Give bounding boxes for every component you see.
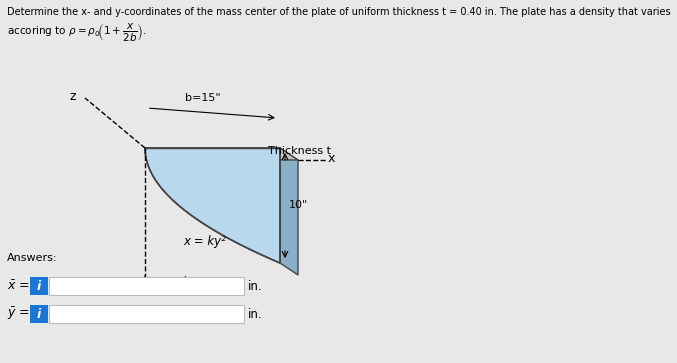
- Text: Thickness t: Thickness t: [267, 146, 330, 156]
- Text: $\bar{x}$ =: $\bar{x}$ =: [7, 279, 30, 293]
- FancyBboxPatch shape: [49, 277, 244, 295]
- Polygon shape: [145, 148, 298, 160]
- Polygon shape: [280, 148, 298, 275]
- Text: in.: in.: [248, 307, 263, 321]
- Text: z: z: [70, 90, 76, 102]
- Text: i: i: [37, 307, 41, 321]
- Text: $\bar{y}$ =: $\bar{y}$ =: [7, 306, 30, 322]
- FancyBboxPatch shape: [49, 305, 244, 323]
- Text: 10": 10": [289, 200, 308, 211]
- Text: accoring to $\rho = \rho_0\!\left(1 + \dfrac{x}{2b}\right)$.: accoring to $\rho = \rho_0\!\left(1 + \d…: [7, 21, 147, 43]
- FancyBboxPatch shape: [30, 305, 48, 323]
- Text: Determine the x- and y-coordinates of the mass center of the plate of uniform th: Determine the x- and y-coordinates of th…: [7, 7, 671, 17]
- Text: x: x: [328, 152, 335, 166]
- Text: y: y: [148, 282, 156, 295]
- Text: x = ky²: x = ky²: [183, 234, 226, 248]
- Text: in.: in.: [248, 280, 263, 293]
- Polygon shape: [145, 148, 280, 263]
- FancyBboxPatch shape: [30, 277, 48, 295]
- Text: Answers:: Answers:: [7, 253, 58, 263]
- Text: b=15": b=15": [185, 93, 221, 103]
- Text: i: i: [37, 280, 41, 293]
